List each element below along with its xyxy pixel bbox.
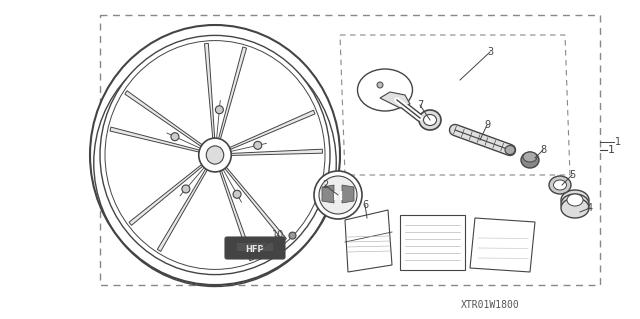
Ellipse shape <box>100 35 330 275</box>
Text: 8: 8 <box>540 145 546 155</box>
Ellipse shape <box>206 146 224 164</box>
Ellipse shape <box>233 190 241 198</box>
Ellipse shape <box>549 176 571 194</box>
Polygon shape <box>129 165 203 225</box>
Ellipse shape <box>554 180 566 190</box>
Text: 2: 2 <box>322 180 328 190</box>
Text: 7: 7 <box>417 100 423 110</box>
Text: H: H <box>333 189 343 203</box>
Polygon shape <box>230 110 315 150</box>
Ellipse shape <box>289 232 296 239</box>
Text: HFP: HFP <box>246 244 264 254</box>
Polygon shape <box>125 91 202 146</box>
Ellipse shape <box>171 133 179 141</box>
Text: 1: 1 <box>608 145 615 155</box>
Text: 5: 5 <box>569 170 575 180</box>
Ellipse shape <box>523 152 537 162</box>
Bar <box>100 15 600 285</box>
Ellipse shape <box>90 25 340 285</box>
Ellipse shape <box>377 82 383 88</box>
Polygon shape <box>220 171 253 261</box>
Text: 1: 1 <box>615 137 621 147</box>
Polygon shape <box>322 185 334 203</box>
Polygon shape <box>110 127 200 152</box>
Ellipse shape <box>314 171 362 219</box>
Text: 9: 9 <box>484 120 490 130</box>
Polygon shape <box>470 218 535 272</box>
Ellipse shape <box>561 190 589 210</box>
Ellipse shape <box>319 176 357 214</box>
Text: 4: 4 <box>587 203 593 213</box>
Text: 10: 10 <box>272 230 284 240</box>
Ellipse shape <box>567 194 583 206</box>
Ellipse shape <box>561 194 589 214</box>
Polygon shape <box>231 149 323 155</box>
Ellipse shape <box>424 115 436 125</box>
Ellipse shape <box>182 185 190 193</box>
Polygon shape <box>225 167 286 241</box>
Ellipse shape <box>216 106 223 114</box>
Ellipse shape <box>561 198 589 218</box>
Text: 6: 6 <box>362 200 368 210</box>
Text: 3: 3 <box>487 47 493 57</box>
Polygon shape <box>157 169 207 251</box>
Ellipse shape <box>505 145 515 154</box>
FancyBboxPatch shape <box>225 237 285 259</box>
Polygon shape <box>218 47 246 139</box>
Ellipse shape <box>358 69 413 111</box>
Ellipse shape <box>419 110 441 130</box>
Polygon shape <box>345 210 392 272</box>
Ellipse shape <box>199 138 231 172</box>
Polygon shape <box>400 215 465 270</box>
Text: XTR01W1800: XTR01W1800 <box>461 300 520 310</box>
Ellipse shape <box>253 141 262 149</box>
Polygon shape <box>205 43 214 138</box>
Polygon shape <box>342 185 354 203</box>
Ellipse shape <box>521 152 539 168</box>
Polygon shape <box>380 92 410 108</box>
